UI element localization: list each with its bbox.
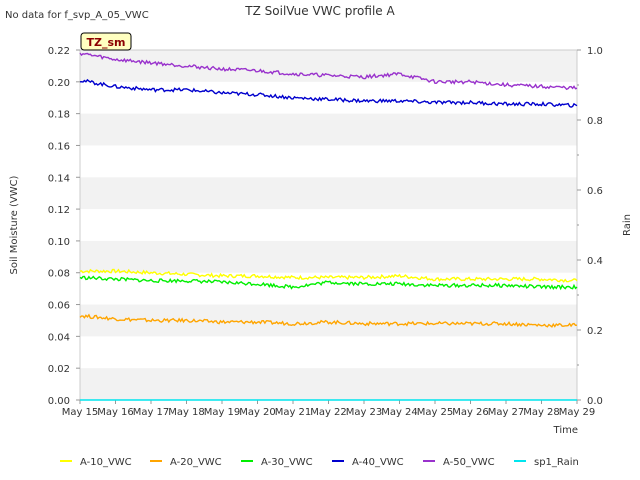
x-tick-label: May 29 bbox=[559, 407, 596, 418]
x-tick-label: May 27 bbox=[488, 407, 525, 418]
y-tick-label: 0.10 bbox=[48, 237, 70, 248]
x-tick-label: May 22 bbox=[310, 407, 347, 418]
y-tick-label: 0.06 bbox=[48, 301, 70, 312]
legend-label: A-50_VWC bbox=[443, 457, 495, 468]
grid-band bbox=[80, 50, 577, 82]
series-line-a-20-vwc bbox=[79, 313, 578, 328]
site-badge: TZ_sm bbox=[80, 32, 132, 51]
y-tick-label: 0.18 bbox=[48, 110, 70, 121]
y-axis: 0.00 0.02 0.04 0.06 0.08 0.10 0.12 0.14 0.16 0.18… bbox=[48, 46, 80, 407]
chart-title: TZ SoilVue VWC profile A bbox=[244, 4, 395, 18]
legend-label: A-40_VWC bbox=[352, 457, 404, 468]
x-tick-label: May 28 bbox=[523, 407, 560, 418]
nodata-note: No data for f_svp_A_05_VWC bbox=[5, 10, 149, 21]
series-line-a-50-vwc bbox=[79, 52, 578, 91]
x-tick-label: May 24 bbox=[381, 407, 418, 418]
y-tick-label: 0.22 bbox=[48, 46, 70, 57]
legend-label: A-20_VWC bbox=[170, 457, 222, 468]
x-axis-label: Time bbox=[553, 425, 578, 436]
y2-tick-label: 0.2 bbox=[587, 326, 603, 337]
y2-tick-label: 0.4 bbox=[587, 256, 603, 267]
x-tick-label: May 21 bbox=[275, 407, 312, 418]
x-tick-label: May 16 bbox=[97, 407, 134, 418]
y-tick-label: 0.04 bbox=[48, 332, 70, 343]
series-line-a-10-vwc bbox=[79, 268, 578, 283]
series-line-a-40-vwc bbox=[79, 78, 578, 108]
plot-bands bbox=[80, 50, 577, 400]
legend: A-10_VWC A-20_VWC A-30_VWC A-40_VWC A-50_VWC… bbox=[60, 457, 579, 468]
x-tick-label: May 20 bbox=[239, 407, 276, 418]
grid-band bbox=[80, 368, 577, 400]
y2-axis-label: Rain bbox=[622, 214, 633, 236]
y2-axis: 0.0 0.2 0.4 0.6 0.8 1.0 bbox=[577, 46, 603, 407]
y-tick-label: 0.02 bbox=[48, 364, 70, 375]
x-tick-label: May 17 bbox=[133, 407, 170, 418]
y-tick-label: 0.00 bbox=[48, 396, 70, 407]
y2-tick-label: 0.0 bbox=[587, 396, 603, 407]
x-tick-label: May 15 bbox=[62, 407, 99, 418]
plot-frame bbox=[79, 49, 578, 401]
y-tick-label: 0.14 bbox=[48, 173, 70, 184]
x-tick-label: May 23 bbox=[346, 407, 383, 418]
y2-tick-label: 0.6 bbox=[587, 186, 603, 197]
legend-label: sp1_Rain bbox=[534, 457, 579, 468]
y-tick-label: 0.20 bbox=[48, 78, 70, 89]
grid-band bbox=[80, 240, 577, 273]
y2-tick-label: 0.8 bbox=[587, 116, 603, 127]
grid-band bbox=[80, 177, 577, 210]
y2-tick-label: 1.0 bbox=[587, 46, 603, 57]
series-line-a-30-vwc bbox=[79, 275, 578, 291]
site-badge-label: TZ_sm bbox=[87, 36, 126, 49]
x-tick-label: May 19 bbox=[204, 407, 241, 418]
x-tick-label: May 26 bbox=[452, 407, 489, 418]
y-tick-label: 0.08 bbox=[48, 269, 70, 280]
x-tick-label: May 18 bbox=[168, 407, 205, 418]
y-tick-label: 0.16 bbox=[48, 141, 70, 152]
y-axis-label: Soil Moisture (VWC) bbox=[9, 175, 20, 274]
legend-label: A-10_VWC bbox=[80, 457, 132, 468]
y-tick-label: 0.12 bbox=[48, 205, 70, 216]
legend-label: A-30_VWC bbox=[261, 457, 313, 468]
series-lines bbox=[79, 52, 578, 401]
grid-band bbox=[80, 113, 577, 146]
x-tick-label: May 25 bbox=[417, 407, 454, 418]
